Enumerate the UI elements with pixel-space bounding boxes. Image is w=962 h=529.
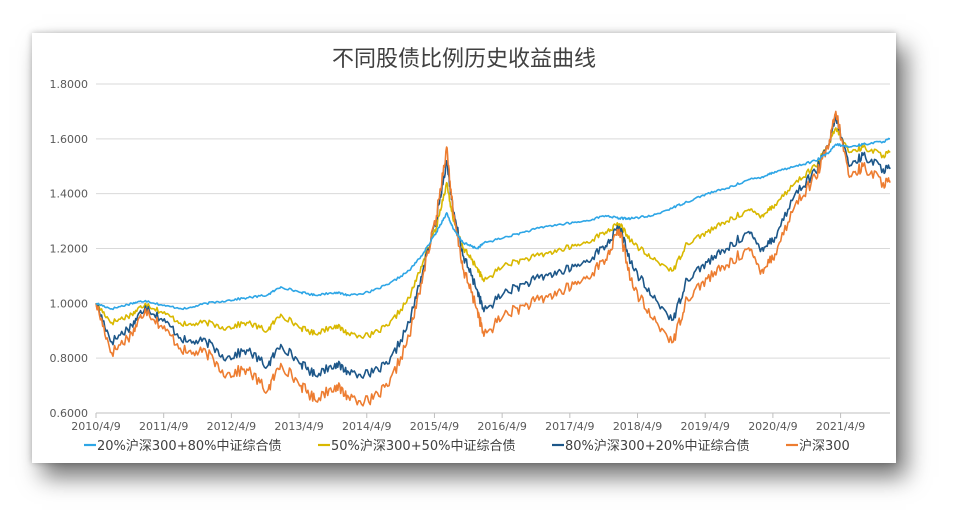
gridlines (96, 83, 890, 414)
x-tick-label: 2017/4/9 (545, 420, 594, 433)
y-axis-ticks: 0.6000 0.8000 1.0000 1.2000 1.4000 1.6000 1.80… (50, 78, 89, 420)
x-tick-label: 2020/4/9 (748, 420, 797, 433)
x-tick-label: 2010/4/9 (71, 420, 120, 433)
x-axis-ticks: 2010/4/9 2011/4/9 2012/4/9 2013/4/9 2014/4/9… (71, 413, 865, 433)
x-tick-label: 2012/4/9 (207, 420, 256, 433)
legend-label: 沪深300 (799, 438, 850, 454)
y-tick-label: 1.6000 (50, 133, 89, 146)
y-tick-label: 1.2000 (50, 243, 89, 256)
y-tick-label: 1.0000 (50, 297, 89, 310)
legend: 20%沪深300+80%中证综合债 50%沪深300+50%中证综合债 80%沪深3… (84, 438, 850, 454)
line-chart: 不同股债比例历史收益曲线 0.6000 0.8000 1.0000 1.2000 1.4… (50, 47, 891, 454)
chart-title: 不同股债比例历史收益曲线 (332, 47, 596, 72)
chart-frame: 不同股债比例历史收益曲线 0.6000 0.8000 1.0000 1.2000 1.4… (32, 33, 896, 463)
x-tick-label: 2018/4/9 (613, 420, 662, 433)
x-tick-label: 2013/4/9 (274, 420, 323, 433)
x-tick-label: 2014/4/9 (342, 420, 391, 433)
y-tick-label: 1.4000 (50, 188, 89, 201)
series-lines (95, 110, 891, 407)
x-tick-label: 2019/4/9 (681, 420, 730, 433)
y-tick-label: 1.8000 (50, 78, 89, 91)
legend-label: 20%沪深300+80%中证综合债 (97, 438, 282, 454)
series-line (95, 127, 891, 340)
x-tick-label: 2021/4/9 (816, 420, 865, 433)
y-tick-label: 0.6000 (50, 407, 89, 420)
legend-label: 80%沪深300+20%中证综合债 (565, 438, 750, 454)
x-tick-label: 2015/4/9 (410, 420, 459, 433)
x-tick-label: 2011/4/9 (139, 420, 188, 433)
series-line (95, 116, 891, 379)
legend-label: 50%沪深300+50%中证综合债 (331, 438, 516, 454)
y-tick-label: 0.8000 (50, 352, 89, 365)
x-tick-label: 2016/4/9 (477, 420, 526, 433)
series-line (95, 110, 891, 407)
series-line (95, 137, 891, 311)
